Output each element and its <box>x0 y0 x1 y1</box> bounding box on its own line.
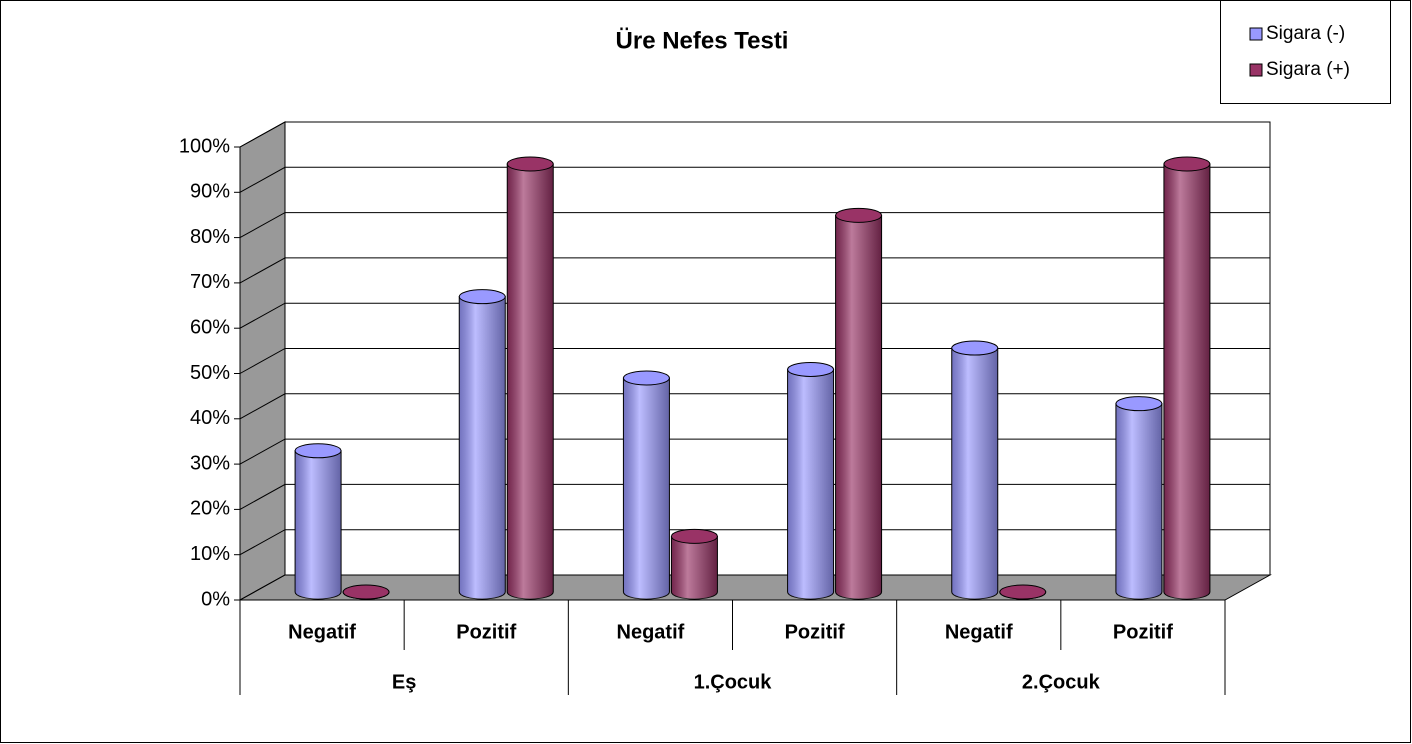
x-tick-label: Pozitif <box>1113 621 1173 643</box>
bar-top <box>342 584 390 600</box>
bar-top <box>1163 156 1211 172</box>
bar-top <box>458 289 506 305</box>
bar-shade <box>835 215 882 600</box>
y-tick-label: 30% <box>190 452 230 474</box>
y-tick-label: 70% <box>190 271 230 293</box>
bar-top <box>787 361 835 377</box>
bar-top <box>294 443 342 459</box>
grid-line <box>239 574 1270 601</box>
y-tick-label: 20% <box>190 498 230 520</box>
x-tick-label: Negatif <box>945 621 1013 643</box>
grid-line <box>239 302 1270 329</box>
bar-top <box>951 340 999 356</box>
bar-top <box>835 207 883 223</box>
bar-shade <box>623 378 670 600</box>
y-tick-label: 90% <box>190 181 230 203</box>
bar-top <box>670 528 718 544</box>
chart-title: Üre Nefes Testi <box>616 27 789 54</box>
grid-line <box>239 483 1270 510</box>
y-tick-label: 60% <box>190 316 230 338</box>
y-tick-label: 50% <box>190 362 230 384</box>
grid-line <box>239 166 1270 193</box>
x-tick-label: Pozitif <box>456 621 516 643</box>
bar-shade <box>671 536 718 600</box>
legend-box <box>1220 0 1391 104</box>
bar-shade <box>295 450 342 600</box>
y-tick-label: 80% <box>190 226 230 248</box>
bar-shade <box>459 296 506 600</box>
bar-top <box>506 156 554 172</box>
x-tick-label: Pozitif <box>785 621 845 643</box>
bar-top <box>1115 396 1163 412</box>
legend-swatch <box>1249 27 1263 41</box>
y-tick-label: 100% <box>179 135 230 157</box>
bar-shade <box>1163 164 1210 600</box>
grid-line <box>239 121 1270 148</box>
bar-shade <box>787 369 834 600</box>
bar-shade <box>951 348 998 600</box>
bar-shade <box>1115 403 1162 600</box>
y-tick-label: 10% <box>190 543 230 565</box>
x-tick-label: Negatif <box>288 621 356 643</box>
grid-line <box>239 438 1270 465</box>
grid-line <box>239 348 1270 374</box>
legend-label: Sigara (-) <box>1266 23 1345 44</box>
y-tick-label: 40% <box>190 407 230 429</box>
x-tick-label: Negatif <box>617 621 685 643</box>
bar-top <box>999 584 1047 600</box>
grid-line <box>239 393 1270 420</box>
group-label: 1.Çocuk <box>694 671 773 693</box>
grid-line <box>239 529 1270 556</box>
group-label: Eş <box>392 671 416 693</box>
bar-top <box>622 370 670 386</box>
legend-label: Sigara (+) <box>1266 59 1350 80</box>
legend-swatch <box>1249 63 1263 77</box>
bar-shade <box>507 164 554 600</box>
group-label: 2.Çocuk <box>1022 671 1101 693</box>
grid-line <box>239 257 1270 284</box>
grid-line <box>239 212 1270 239</box>
y-tick-label: 0% <box>201 588 230 610</box>
